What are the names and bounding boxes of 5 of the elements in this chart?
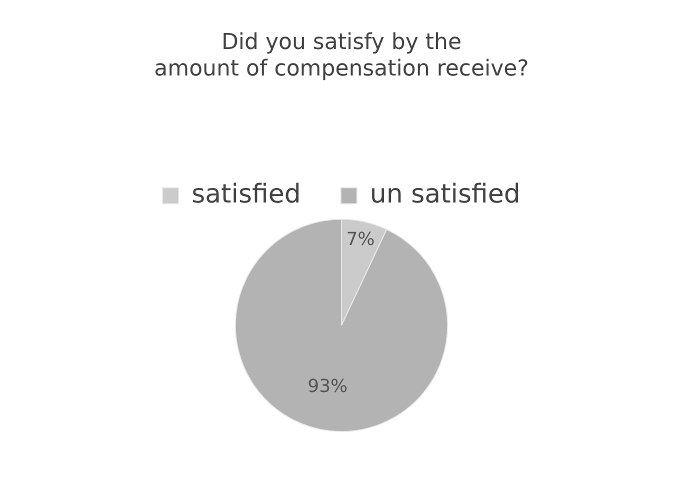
chart-title: Did you satisfy by the amount of compensation receive? (154, 30, 529, 82)
data-label: 93% (308, 376, 348, 398)
legend-label: satisfied (192, 180, 301, 210)
data-label: 7% (346, 229, 375, 250)
legend-label: un satisfied (370, 180, 520, 210)
